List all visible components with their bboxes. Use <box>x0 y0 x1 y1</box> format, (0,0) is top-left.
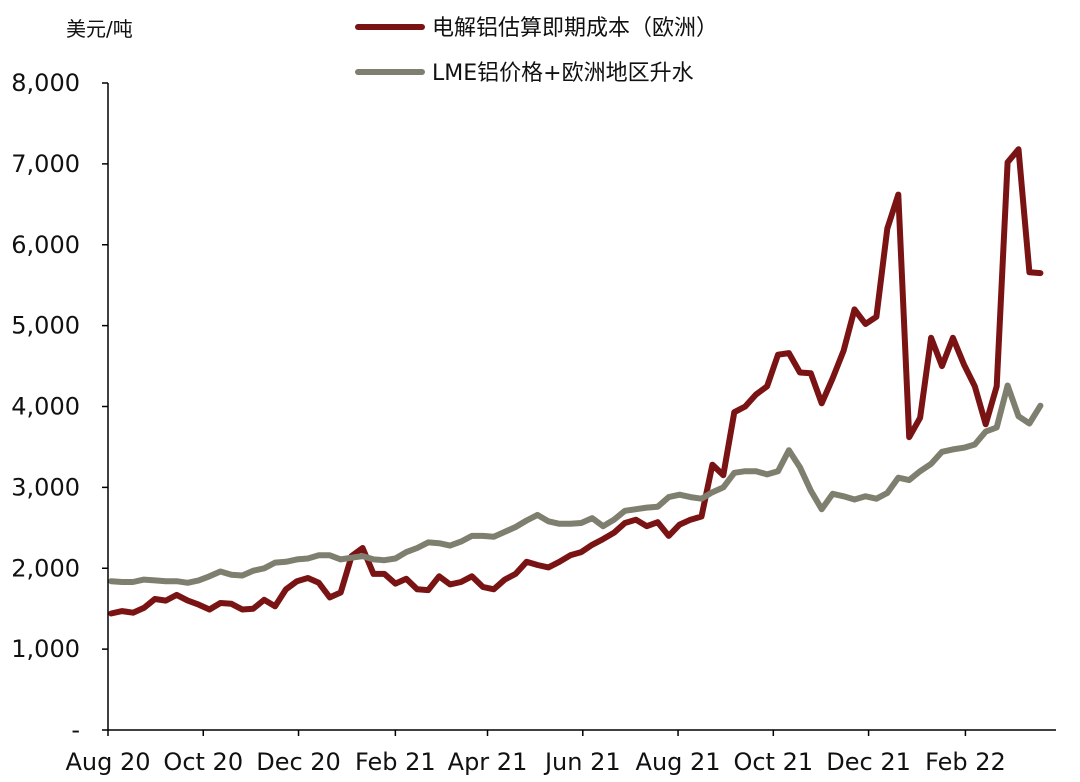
x-tick-label: Aug 20 <box>65 748 150 776</box>
y-tick-label: 6,000 <box>11 231 80 259</box>
legend: 电解铝估算即期成本（欧洲） LME铝价格+欧洲地区升水 <box>355 16 718 86</box>
x-tick-label: Oct 21 <box>733 748 813 776</box>
y-tick-label: 7,000 <box>11 150 80 178</box>
legend-label-1: 电解铝估算即期成本（欧洲） <box>432 16 718 41</box>
y-tick-label: 5,000 <box>11 312 80 340</box>
x-tick-label: Feb 21 <box>355 748 436 776</box>
y-tick-label: 2,000 <box>11 554 80 582</box>
series-line-1 <box>108 146 1044 617</box>
x-tick-label: Aug 21 <box>636 748 721 776</box>
y-tick-label: 1,000 <box>11 635 80 663</box>
x-tick-label: Apr 21 <box>448 748 528 776</box>
y-tick-label: 3,000 <box>11 473 80 501</box>
legend-label-2: LME铝价格+欧洲地区升水 <box>432 61 694 86</box>
x-tick-label: Feb 22 <box>925 748 1006 776</box>
y-unit-label: 美元/吨 <box>66 17 133 41</box>
y-tick-label: 8,000 <box>11 69 80 97</box>
series-lines <box>108 146 1044 617</box>
x-tick-label: Dec 20 <box>256 748 341 776</box>
x-tick-label: Dec 21 <box>826 748 911 776</box>
y-tick-label: - <box>71 716 80 744</box>
x-tick-label: Oct 20 <box>163 748 243 776</box>
series-line-2 <box>108 382 1044 586</box>
y-axis-ticks: - 1,000 2,000 3,000 4,000 5,000 6,000 7,000 8,00… <box>11 69 108 744</box>
x-axis-ticks: Aug 20 Oct 20 Dec 20 Feb 21 Apr 21 Jun 21 Aug … <box>65 730 1006 776</box>
x-tick-label: Jun 21 <box>543 748 621 776</box>
y-tick-label: 4,000 <box>11 393 80 421</box>
